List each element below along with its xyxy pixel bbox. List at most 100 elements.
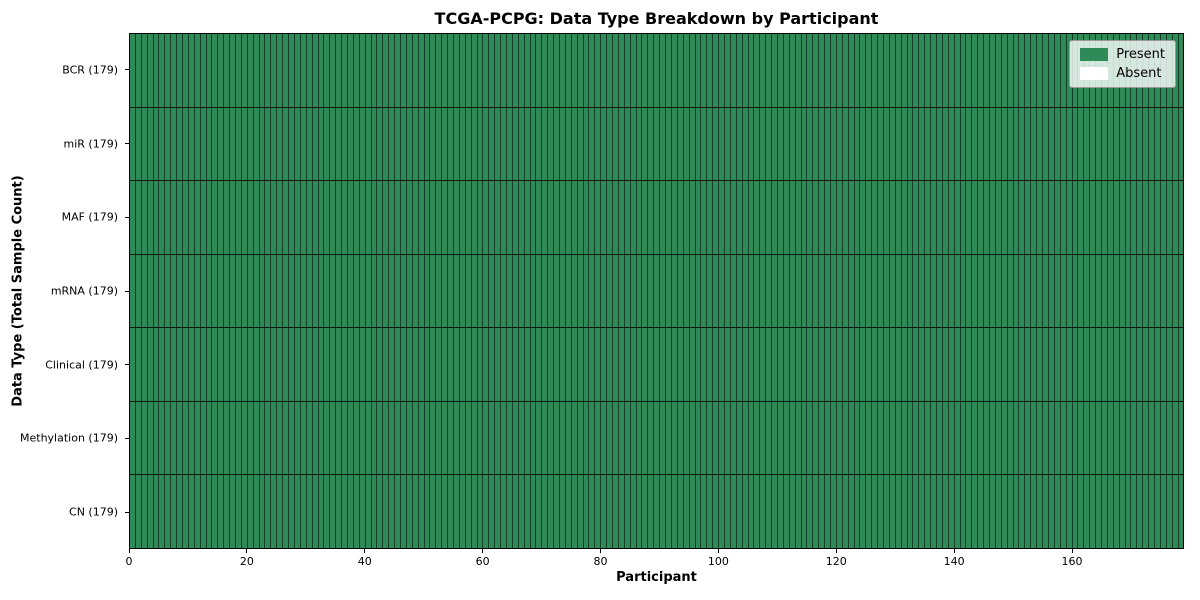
heatmap-cell: [399, 328, 406, 401]
heatmap-cell: [682, 328, 689, 401]
x-tick-label: 80: [593, 555, 608, 568]
heatmap-cell: [1112, 475, 1119, 549]
heatmap-cell: [706, 181, 713, 254]
heatmap-cell: [665, 475, 671, 549]
heatmap-cell: [1030, 401, 1037, 475]
heatmap-cell: [747, 328, 754, 401]
heatmap-cell: [989, 107, 995, 181]
heatmap-cell: [670, 254, 677, 328]
heatmap-cell: [800, 107, 807, 181]
heatmap-cell: [441, 401, 448, 475]
heatmap-cell: [641, 107, 648, 181]
heatmap-cell: [405, 34, 412, 107]
heatmap-cell: [146, 181, 153, 254]
heatmap-cell: [1030, 107, 1037, 181]
heatmap-cell: [794, 34, 801, 107]
heatmap-cell: [494, 328, 501, 401]
heatmap-cell: [464, 107, 471, 181]
heatmap-cell: [688, 328, 695, 401]
heatmap-cell: [470, 107, 477, 181]
heatmap-cell: [900, 401, 907, 475]
heatmap-cell: [535, 34, 542, 107]
heatmap-cell: [553, 254, 560, 328]
heatmap-cell: [1112, 254, 1119, 328]
heatmap-cell: [1177, 181, 1184, 254]
heatmap-cell: [612, 401, 618, 475]
heatmap-cell: [211, 181, 218, 254]
heatmap-cell: [918, 401, 925, 475]
heatmap-cell: [653, 34, 660, 107]
heatmap-cell: [853, 475, 860, 549]
heatmap-cell: [918, 34, 925, 107]
heatmap-cell: [841, 254, 848, 328]
heatmap-cell: [824, 328, 830, 401]
heatmap-cell: [458, 328, 465, 401]
heatmap-cell: [741, 34, 748, 107]
heatmap-cell: [1130, 107, 1137, 181]
heatmap-cell: [311, 475, 318, 549]
heatmap-cell: [529, 34, 536, 107]
heatmap-cell: [906, 34, 913, 107]
heatmap-cell: [765, 34, 772, 107]
heatmap-cell: [1165, 475, 1172, 549]
heatmap-cell: [511, 328, 518, 401]
heatmap-cell: [305, 107, 312, 181]
heatmap-cell: [971, 475, 978, 549]
heatmap-cell: [264, 254, 271, 328]
heatmap-cell: [930, 475, 937, 549]
heatmap-cell: [494, 475, 501, 549]
heatmap-cell: [382, 254, 389, 328]
heatmap-cell: [1118, 254, 1125, 328]
heatmap-cell: [1030, 34, 1037, 107]
heatmap-cell: [629, 401, 636, 475]
heatmap-cell: [547, 328, 554, 401]
x-tick-label: 100: [707, 555, 729, 568]
heatmap-cell: [1036, 34, 1043, 107]
heatmap-cell: [759, 181, 766, 254]
heatmap-cell: [535, 181, 542, 254]
heatmap-cell: [211, 34, 218, 107]
heatmap-cell: [176, 107, 183, 181]
heatmap-cell: [941, 475, 948, 549]
heatmap-cell: [947, 181, 954, 254]
x-axis-label: Participant: [616, 570, 697, 585]
heatmap-cell: [240, 475, 247, 549]
heatmap-cell: [382, 34, 389, 107]
heatmap-cell: [452, 107, 459, 181]
heatmap-cell: [912, 107, 919, 181]
heatmap-cell: [782, 107, 789, 181]
heatmap-cell: [523, 254, 530, 328]
heatmap-cell: [694, 328, 701, 401]
heatmap-cell: [311, 34, 318, 107]
heatmap-cell: [329, 34, 336, 107]
heatmap-cell: [1071, 328, 1078, 401]
heatmap-cell: [829, 328, 836, 401]
heatmap-cell: [729, 328, 736, 401]
heatmap-cell: [553, 475, 560, 549]
heatmap-cell: [553, 401, 560, 475]
heatmap-cell: [423, 254, 430, 328]
heatmap-cell: [829, 107, 836, 181]
heatmap-cell: [877, 475, 883, 549]
heatmap-cell: [994, 254, 1001, 328]
heatmap-cell: [947, 328, 954, 401]
heatmap-cell: [1065, 34, 1072, 107]
heatmap-cell: [759, 107, 766, 181]
heatmap-cell: [1100, 107, 1107, 181]
heatmap-cell: [918, 328, 925, 401]
heatmap-cell: [299, 401, 306, 475]
heatmap-cell: [517, 254, 524, 328]
heatmap-cell: [765, 328, 772, 401]
heatmap-cell: [152, 328, 159, 401]
heatmap-cell: [529, 401, 536, 475]
heatmap-cell: [394, 328, 400, 401]
heatmap-cell: [1000, 181, 1007, 254]
heatmap-cell: [718, 475, 724, 549]
heatmap-cell: [759, 254, 766, 328]
heatmap-cell: [335, 328, 342, 401]
heatmap-cell: [694, 401, 701, 475]
heatmap-row-mir: [130, 107, 1184, 182]
heatmap-cell: [494, 34, 501, 107]
heatmap-cell: [647, 34, 654, 107]
heatmap-cell: [794, 475, 801, 549]
